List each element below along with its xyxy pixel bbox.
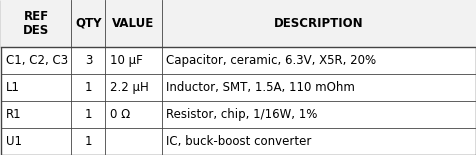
- Text: U1: U1: [6, 135, 22, 148]
- Text: IC, buck-boost converter: IC, buck-boost converter: [166, 135, 311, 148]
- Text: R1: R1: [6, 108, 21, 121]
- Text: 1: 1: [84, 108, 92, 121]
- Text: 1: 1: [84, 81, 92, 94]
- Text: REF
DES: REF DES: [23, 10, 49, 37]
- Text: QTY: QTY: [75, 17, 101, 30]
- Text: 3: 3: [85, 54, 92, 67]
- Text: C1, C2, C3: C1, C2, C3: [6, 54, 68, 67]
- Text: Inductor, SMT, 1.5A, 110 mOhm: Inductor, SMT, 1.5A, 110 mOhm: [166, 81, 355, 94]
- Text: DESCRIPTION: DESCRIPTION: [273, 17, 363, 30]
- Text: 1: 1: [84, 135, 92, 148]
- Text: Capacitor, ceramic, 6.3V, X5R, 20%: Capacitor, ceramic, 6.3V, X5R, 20%: [166, 54, 376, 67]
- Text: L1: L1: [6, 81, 20, 94]
- Text: 0 Ω: 0 Ω: [110, 108, 130, 121]
- Text: 2.2 μH: 2.2 μH: [110, 81, 149, 94]
- Bar: [1, 0, 475, 47]
- Text: 10 μF: 10 μF: [110, 54, 143, 67]
- Text: Resistor, chip, 1/16W, 1%: Resistor, chip, 1/16W, 1%: [166, 108, 317, 121]
- Text: VALUE: VALUE: [112, 17, 154, 30]
